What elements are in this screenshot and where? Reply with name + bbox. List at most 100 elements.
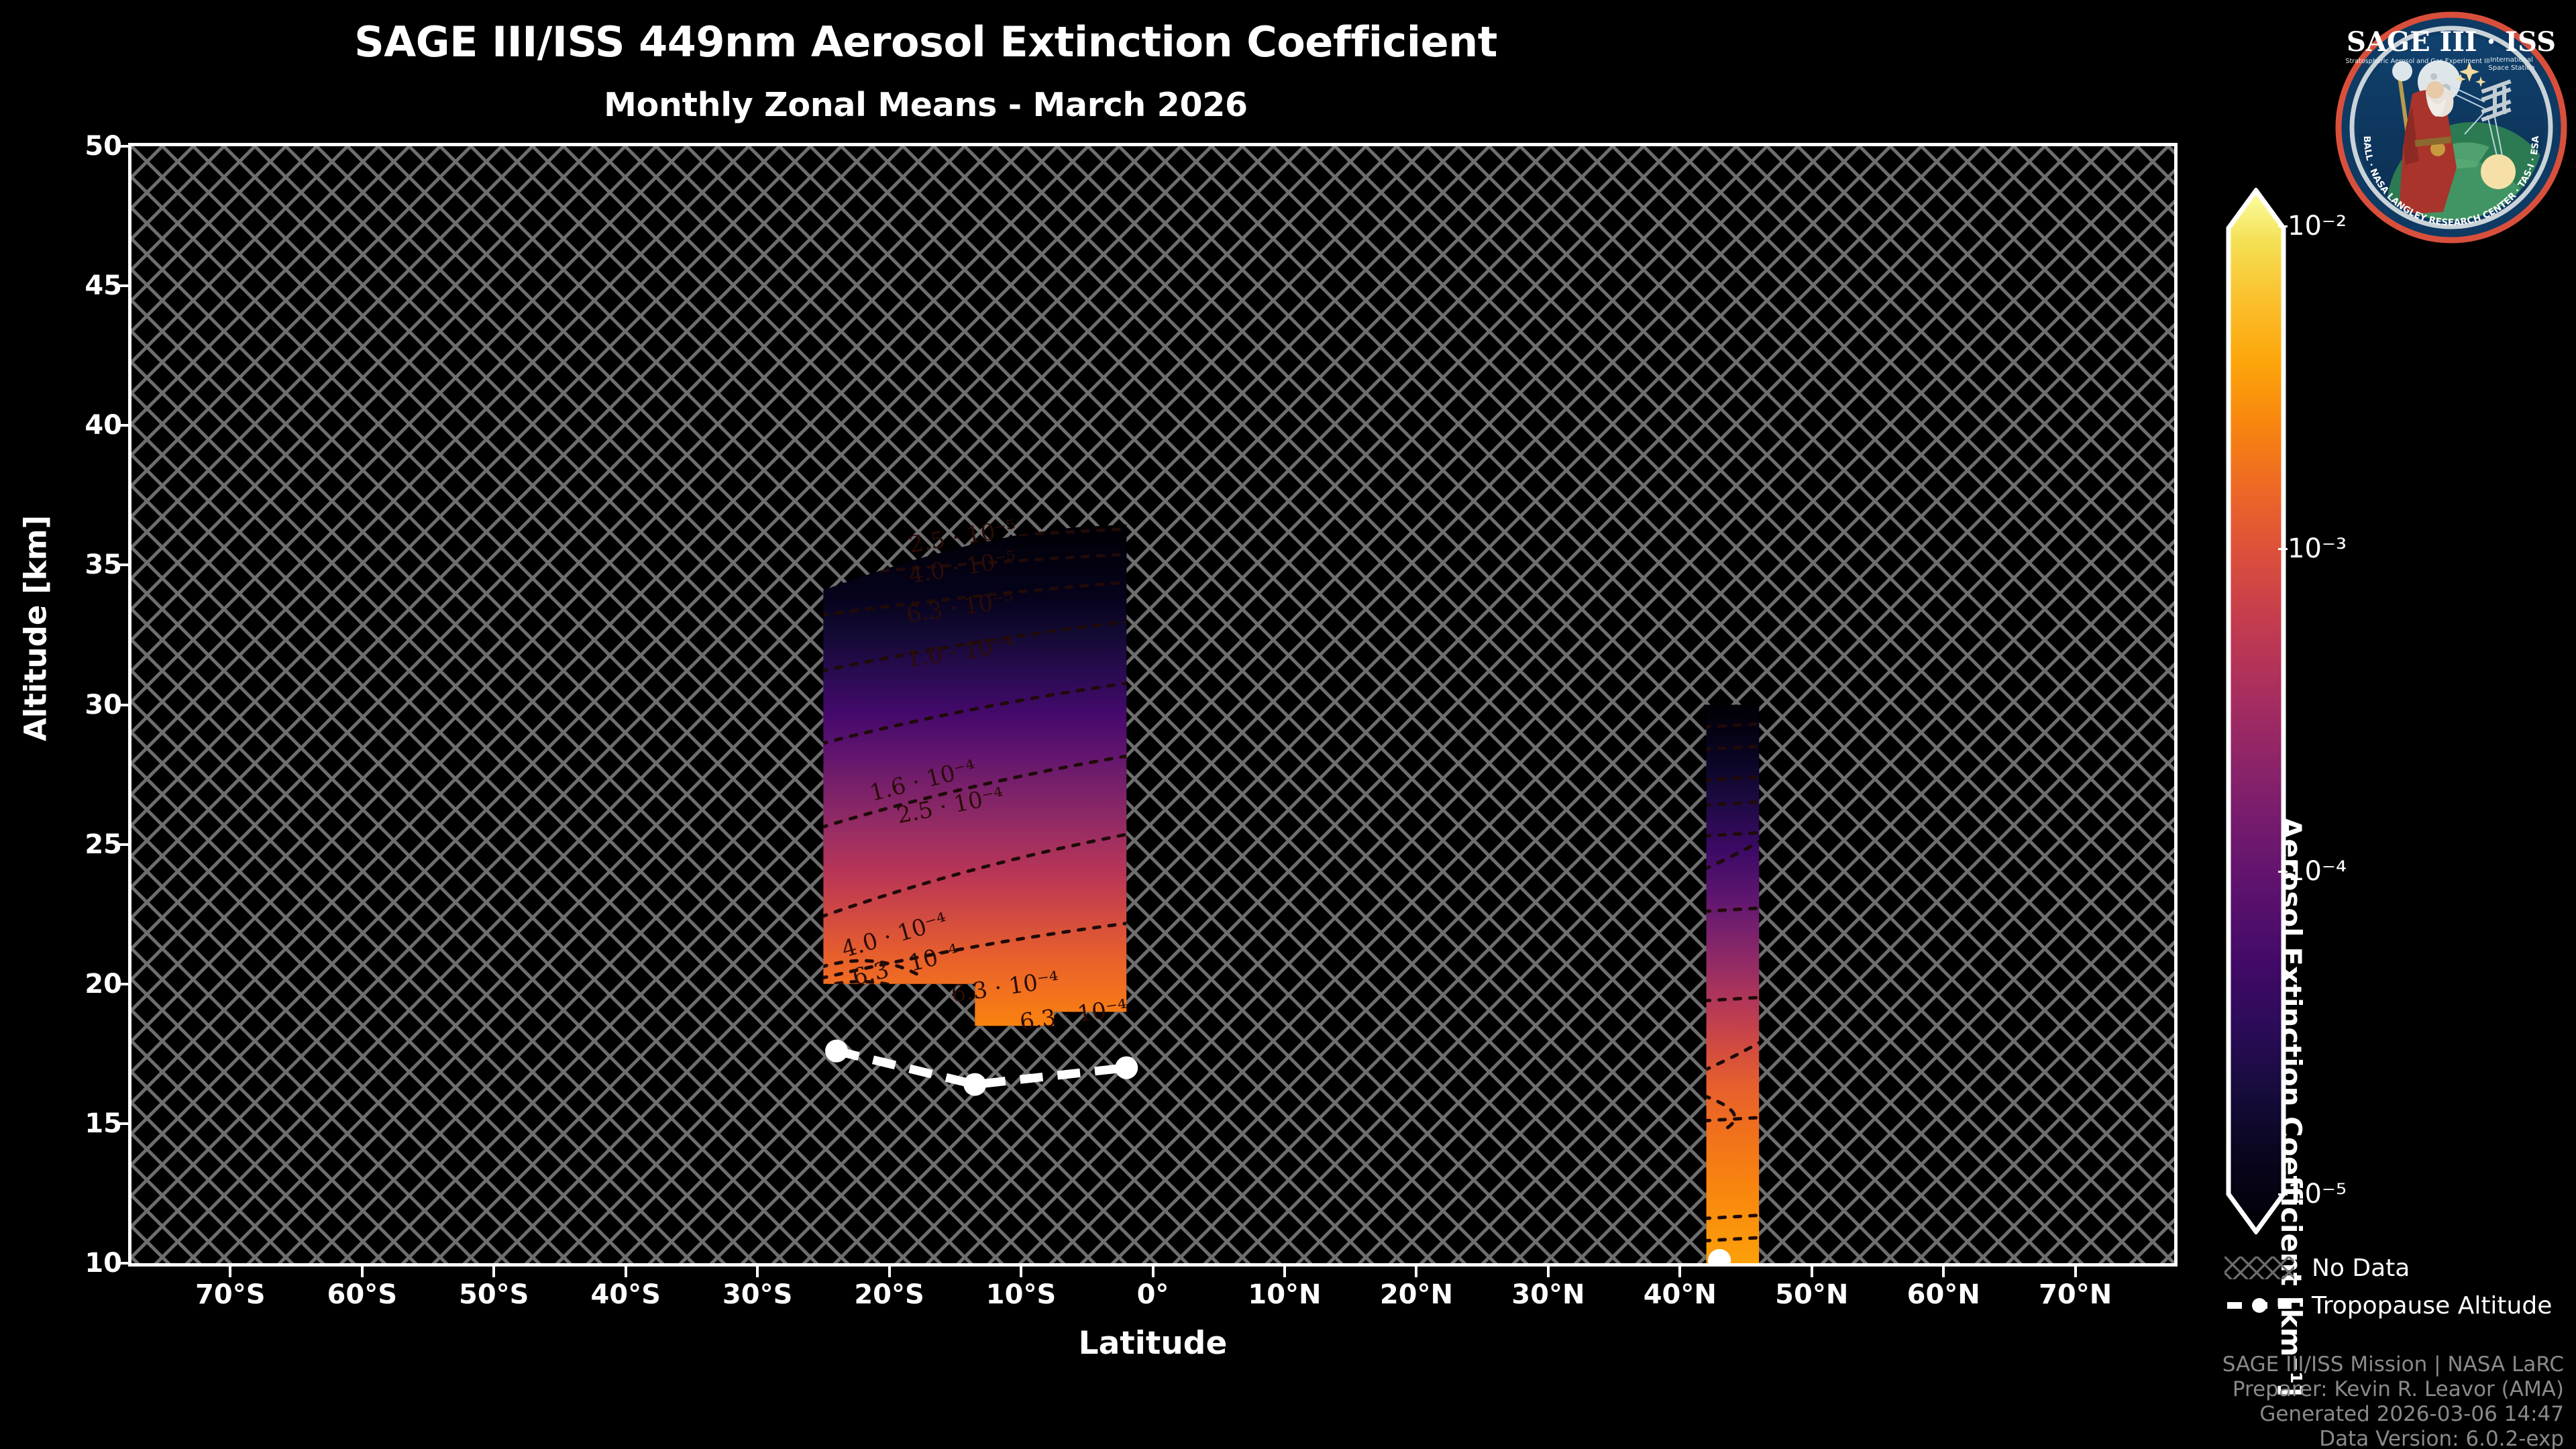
northern-column-region bbox=[1706, 704, 1760, 1263]
x-tick-label-10°S: 10°S bbox=[985, 1279, 1057, 1310]
y-tick-label-30: 30 bbox=[85, 689, 122, 720]
colorbar-tick-mark bbox=[2278, 547, 2288, 550]
x-tick-mark bbox=[360, 1267, 364, 1277]
x-tick-label-50°N: 50°N bbox=[1775, 1279, 1849, 1310]
tropopause-marker bbox=[1708, 1248, 1731, 1263]
x-tick-label-40°S: 40°S bbox=[590, 1279, 661, 1310]
x-tick-mark bbox=[1678, 1267, 1682, 1277]
x-tick-mark bbox=[1283, 1267, 1286, 1277]
southern-plume-region: 2.5 · 10⁻⁵4.0 · 10⁻⁵6.3 · 10⁻⁵1.0 · 10⁻⁴… bbox=[823, 515, 1129, 1036]
x-tick-label-60°N: 60°N bbox=[1907, 1279, 1980, 1310]
y-tick-label-25: 25 bbox=[85, 828, 122, 860]
contour-line bbox=[823, 996, 924, 1015]
colorbar-tick-mark bbox=[2278, 225, 2288, 227]
contour-line bbox=[1706, 996, 1760, 1003]
x-tick-label-0°: 0° bbox=[1136, 1279, 1169, 1310]
y-tick-mark bbox=[117, 284, 128, 288]
x-tick-label-70°N: 70°N bbox=[2039, 1279, 2112, 1310]
colorbar-tick-label: 10⁻⁵ bbox=[2288, 1179, 2347, 1210]
contour-line bbox=[1706, 1039, 1760, 1073]
y-tick-label-40: 40 bbox=[85, 410, 122, 441]
y-tick-label-10: 10 bbox=[85, 1248, 122, 1279]
footer-line-version: Data Version: 6.0.2-exp bbox=[2319, 1427, 2564, 1449]
contour-line bbox=[1706, 830, 1760, 838]
legend-label-tropopause: Tropopause Altitude bbox=[2312, 1291, 2553, 1320]
x-tick-label-70°S: 70°S bbox=[195, 1279, 266, 1310]
colorbar-tick-label: 10⁻⁴ bbox=[2288, 856, 2347, 887]
y-tick-label-15: 15 bbox=[85, 1108, 122, 1139]
logo-subtitle-left: Stratospheric Aerosol and Gas Experiment… bbox=[2345, 58, 2489, 65]
y-tick-mark bbox=[117, 1122, 128, 1125]
aerosol-extinction-field: 2.5 · 10⁻⁵4.0 · 10⁻⁵6.3 · 10⁻⁵1.0 · 10⁻⁴… bbox=[823, 515, 1760, 1263]
contour-line bbox=[1706, 1213, 1760, 1220]
contour-line bbox=[823, 619, 1127, 674]
x-tick-mark bbox=[1546, 1267, 1550, 1277]
contour-line bbox=[1706, 1093, 1737, 1130]
legend[interactable]: No Data Tropopause Altitude bbox=[2224, 1249, 2552, 1324]
contour-line bbox=[1706, 838, 1760, 871]
colorbar-tick-mark bbox=[2278, 870, 2288, 873]
contour-line bbox=[1706, 775, 1760, 782]
y-tick-mark bbox=[117, 564, 128, 567]
y-tick-mark bbox=[117, 424, 128, 427]
contour-line bbox=[823, 959, 924, 979]
logo-subtitle-right-1: International bbox=[2490, 56, 2533, 64]
contour-line bbox=[823, 527, 1127, 550]
page-title: SAGE III/ISS 449nm Aerosol Extinction Co… bbox=[354, 17, 1497, 66]
x-tick-mark bbox=[624, 1267, 627, 1277]
y-tick-mark bbox=[117, 703, 128, 706]
y-tick-mark bbox=[117, 843, 128, 846]
contour-line bbox=[1706, 744, 1760, 751]
legend-item-tropopause[interactable]: Tropopause Altitude bbox=[2224, 1287, 2552, 1324]
colorbar-tick-label: 10⁻² bbox=[2288, 211, 2347, 241]
no-data-hatch-layer bbox=[131, 146, 2174, 1263]
tropopause-line bbox=[825, 1039, 1731, 1263]
x-tick-label-30°N: 30°N bbox=[1511, 1279, 1585, 1310]
contour-line bbox=[1706, 722, 1760, 729]
plot-area[interactable]: 2.5 · 10⁻⁵ 4.0 · 10⁻⁵ 6.3 · 10⁻⁵ 1.0 · 10⁻⁴… bbox=[128, 143, 2178, 1267]
y-tick-mark bbox=[117, 1262, 128, 1265]
y-tick-label-35: 35 bbox=[85, 549, 122, 581]
y-axis-label: Altitude [km] bbox=[17, 515, 54, 742]
x-tick-mark bbox=[1020, 1267, 1023, 1277]
colorbar-label: Aerosol Extinction Coefficient [km⁻¹] bbox=[2275, 816, 2308, 1397]
x-axis-label: Latitude bbox=[1078, 1325, 1228, 1362]
legend-label-no-data: No Data bbox=[2312, 1254, 2410, 1282]
colorbar-tick-mark bbox=[2278, 1193, 2288, 1195]
colorbar-gradient bbox=[2226, 186, 2286, 1236]
y-tick-label-20: 20 bbox=[85, 968, 122, 1000]
footer-line-preparer: Preparer: Kevin R. Leavor (AMA) bbox=[2232, 1377, 2564, 1401]
x-tick-mark bbox=[492, 1267, 496, 1277]
x-tick-mark bbox=[1415, 1267, 1418, 1277]
y-tick-mark bbox=[117, 982, 128, 985]
sage-iii-iss-mission-patch-logo: SAGE III · ISS Stratospheric Aerosol and… bbox=[2335, 11, 2567, 244]
tropopause-marker bbox=[963, 1073, 987, 1096]
contour-line bbox=[1706, 800, 1760, 807]
x-tick-mark bbox=[756, 1267, 759, 1277]
legend-item-no-data[interactable]: No Data bbox=[2224, 1249, 2552, 1287]
x-tick-label-20°S: 20°S bbox=[854, 1279, 924, 1310]
contour-line bbox=[823, 552, 1127, 578]
contour-line bbox=[823, 680, 1127, 746]
footer-line-mission: SAGE III/ISS Mission | NASA LaRC bbox=[2222, 1352, 2564, 1377]
y-tick-label-50: 50 bbox=[85, 131, 122, 162]
contour-line bbox=[1706, 1116, 1760, 1123]
x-tick-mark bbox=[229, 1267, 232, 1277]
x-tick-mark bbox=[1810, 1267, 1813, 1277]
tropopause-marker bbox=[825, 1039, 849, 1063]
x-tick-label-30°S: 30°S bbox=[722, 1279, 793, 1310]
x-tick-label-40°N: 40°N bbox=[1643, 1279, 1717, 1310]
tropopause-polyline bbox=[835, 1046, 1127, 1089]
tropopause-line-icon bbox=[2227, 1298, 2292, 1313]
contour-line bbox=[1706, 1236, 1760, 1243]
colorbar[interactable]: 10⁻² 10⁻³ 10⁻⁴ 10⁻⁵ Aerosol Extinction Coef… bbox=[2226, 186, 2347, 1397]
logo-subtitle-right-2: Space Station bbox=[2488, 64, 2534, 72]
contour-line bbox=[823, 920, 1127, 980]
x-tick-label-50°S: 50°S bbox=[458, 1279, 529, 1310]
contour-line bbox=[823, 831, 1127, 919]
x-tick-mark bbox=[1151, 1267, 1155, 1277]
no-data-hatch-icon bbox=[2224, 1256, 2294, 1279]
y-tick-mark bbox=[117, 145, 128, 148]
tropopause-marker bbox=[1115, 1056, 1138, 1079]
